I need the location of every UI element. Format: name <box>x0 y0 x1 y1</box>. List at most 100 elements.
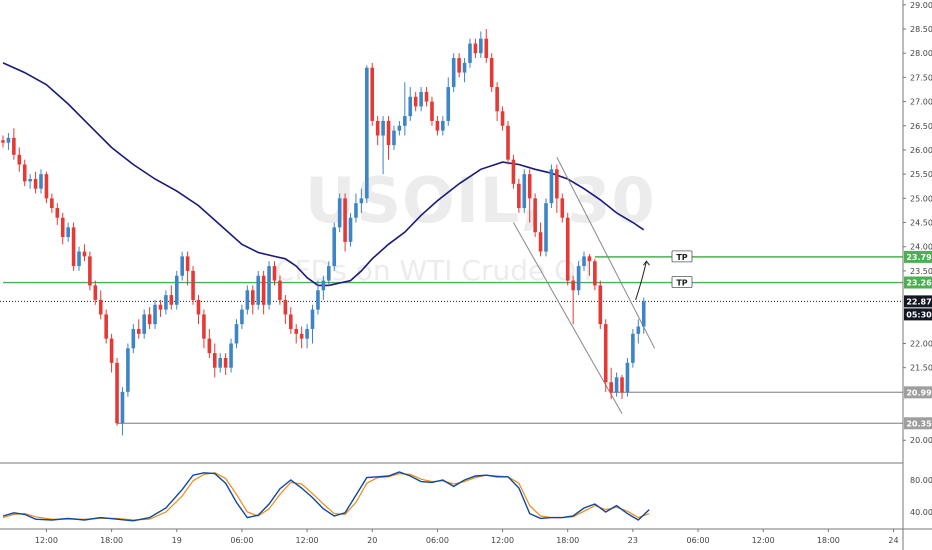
candle-body <box>343 198 347 242</box>
candle-body <box>506 125 510 160</box>
candle-body <box>527 174 532 199</box>
candle-body <box>430 101 434 121</box>
candle-body <box>538 232 543 252</box>
candle-body <box>196 299 201 315</box>
candle-body <box>44 174 49 199</box>
candle-body <box>397 125 402 131</box>
price-tick-label: 26.50 <box>910 122 932 131</box>
candle-body <box>636 326 641 334</box>
candle-body <box>419 91 423 107</box>
price-tick-label: 24.00 <box>910 243 932 252</box>
candle-body <box>517 183 521 209</box>
channel-line <box>512 222 623 414</box>
candle-body <box>98 299 103 315</box>
candle-body <box>22 164 27 182</box>
candle-body <box>614 377 619 393</box>
candle-body <box>147 314 152 325</box>
candle-body <box>332 227 337 267</box>
candle-body <box>375 120 380 136</box>
price-tick-label: 24.50 <box>910 219 932 228</box>
candle-body <box>261 275 266 305</box>
candle-body <box>240 309 244 325</box>
candle-body <box>424 91 429 102</box>
candle-body <box>327 266 331 281</box>
candle-body <box>381 120 385 136</box>
candle-body <box>484 38 489 59</box>
candle-body <box>294 328 299 334</box>
candle-body <box>229 343 233 368</box>
candle-body <box>12 137 16 155</box>
candle-body <box>413 96 418 107</box>
price-label-box <box>904 386 932 399</box>
candle-body <box>620 377 624 393</box>
candle-body <box>370 67 375 121</box>
candle-body <box>6 137 11 143</box>
price-tick-label: 27.00 <box>910 98 932 107</box>
price-label: 20.35 <box>906 419 932 428</box>
candle-body <box>337 198 342 228</box>
price-label-box <box>904 250 932 263</box>
price-tick-label: 21.50 <box>910 364 932 373</box>
current-price-box <box>904 295 932 308</box>
candle-body <box>288 314 293 329</box>
time-tick-label: 18:00 <box>100 536 123 545</box>
candle-body <box>462 62 467 73</box>
candle-body <box>473 43 478 54</box>
channel-line <box>556 156 656 349</box>
time-tick-label: 12:00 <box>752 536 775 545</box>
price-label-box <box>904 276 932 289</box>
price-tick-label: 27.50 <box>910 73 932 82</box>
candle-body <box>223 357 228 368</box>
candle-body <box>71 227 76 267</box>
oscillator-tick-label: 40.00 <box>910 508 932 517</box>
candle-body <box>218 357 222 368</box>
candle-body <box>55 208 60 218</box>
candle-body <box>142 314 146 334</box>
candle-body <box>446 87 451 121</box>
candle-body <box>1 140 5 143</box>
candle-body <box>348 217 353 242</box>
candle-body <box>495 87 499 112</box>
current-price-label: 22.87 <box>906 297 931 306</box>
projection-arrow <box>635 261 647 301</box>
candle-body <box>549 169 554 204</box>
candle-body <box>625 362 630 393</box>
candle-body <box>603 324 608 383</box>
candle-body <box>169 295 174 305</box>
candle-body <box>207 338 212 354</box>
price-tick-label: 28.50 <box>910 25 932 34</box>
countdown-box <box>904 308 932 321</box>
candle-body <box>593 261 597 286</box>
candle-body <box>234 324 239 344</box>
candle-body <box>354 203 358 218</box>
time-tick-label: 23 <box>628 536 638 545</box>
candle-body <box>598 285 603 325</box>
candle-body <box>457 58 461 73</box>
time-tick-label: 20 <box>367 536 377 545</box>
candle-body <box>212 353 217 368</box>
price-label: 23.26 <box>906 279 932 288</box>
oscillator-d-line <box>2 472 650 521</box>
candle-body <box>66 227 70 238</box>
candle-body <box>310 309 315 329</box>
candle-body <box>359 198 364 204</box>
candle-body <box>136 328 141 334</box>
candle-body <box>120 391 125 424</box>
candle-body <box>489 58 494 88</box>
candle-body <box>365 67 369 199</box>
candle-body <box>321 280 326 291</box>
time-tick-label: 06:00 <box>230 536 253 545</box>
candle-body <box>77 251 81 267</box>
candle-body <box>479 38 483 54</box>
candle-body <box>191 270 195 300</box>
candle-body <box>435 120 440 131</box>
candle-body <box>104 314 108 339</box>
candle-body <box>33 178 38 189</box>
candle-body <box>17 154 22 165</box>
candle-body <box>533 198 537 233</box>
oscillator-tick-label: 80.00 <box>910 476 932 485</box>
level-tag-label: TP <box>676 253 687 262</box>
oscillator-k-line <box>2 471 650 522</box>
candle-body <box>88 256 92 286</box>
